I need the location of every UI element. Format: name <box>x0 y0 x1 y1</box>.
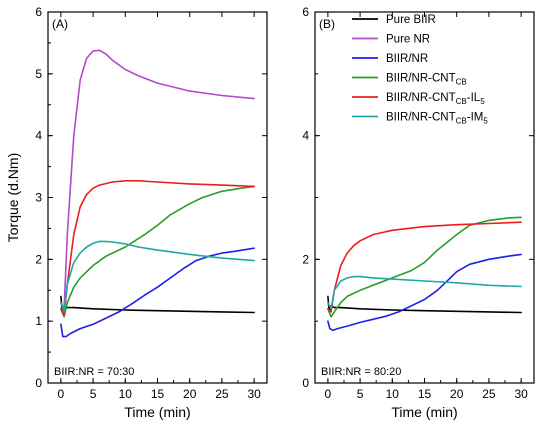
legend-label-sub: CB <box>456 78 467 87</box>
x-tick-label: 25 <box>215 387 229 401</box>
x-tick-label: 10 <box>386 387 400 401</box>
series-line-biir-nr-cnt-cb <box>327 216 522 318</box>
y-tick-label: 6 <box>35 5 42 19</box>
x-tick-label: 30 <box>514 387 528 401</box>
x-tick-label: 20 <box>183 387 197 401</box>
series-line-pure-biir <box>60 295 255 314</box>
y-tick-label: 6 <box>302 5 309 19</box>
ratio-label: BIIR:NR = 70:30 <box>54 366 134 378</box>
legend-label-main: BIIR/NR <box>386 53 428 65</box>
ratio-label: BIIR:NR = 80:20 <box>321 366 401 378</box>
x-tick-label: 30 <box>247 387 261 401</box>
series-line-biir-nr <box>327 253 522 332</box>
y-tick-label: 5 <box>35 67 42 81</box>
series-line-pure-nr <box>60 49 255 310</box>
series-line-biir-nr-cnt-cb <box>60 185 255 318</box>
legend-label-main: Pure NR <box>386 34 430 46</box>
plot-frame-a <box>47 11 268 384</box>
x-tick-label: 5 <box>357 387 364 401</box>
legend-label-sub2: 5 <box>480 97 485 106</box>
panel-label: (A) <box>52 17 68 31</box>
chart-panel-a: 0 1 2 3 4 5 6 0 5 10 15 20 25 30 Time (min) Torque (d.N… <box>5 5 268 420</box>
series-line-biir-nr <box>60 247 255 338</box>
x-tick-label: 25 <box>482 387 496 401</box>
x-tick-label: 5 <box>90 387 97 401</box>
legend-label-sub: CB <box>456 97 467 106</box>
x-axis-title: Time (min) <box>391 404 457 420</box>
series-line-biir-nr-cnt-cb-il-5 <box>327 221 522 313</box>
plot-frame-b <box>314 11 535 384</box>
x-tick-label: 20 <box>450 387 464 401</box>
series-line-biir-nr-cnt-cb-im-5 <box>327 275 522 310</box>
legend-label-main: BIIR/NR-CNT <box>386 92 456 104</box>
legend-label-suffix: -IL <box>467 92 481 104</box>
x-tick-label: 0 <box>325 387 332 401</box>
y-tick-label: 3 <box>35 191 42 205</box>
legend-label: BIIR/NR <box>386 53 428 65</box>
legend-label: Pure NR <box>386 34 430 46</box>
x-tick-label: 10 <box>119 387 133 401</box>
y-tick-label: 4 <box>35 129 42 143</box>
x-tick-label: 0 <box>58 387 65 401</box>
y-axis-title: Torque (d.Nm) <box>5 153 21 242</box>
x-axis-title: Time (min) <box>124 404 190 420</box>
y-tick-label: 2 <box>302 252 309 266</box>
legend-label-suffix: -IM <box>467 112 484 124</box>
legend-label-main: BIIR/NR-CNT <box>386 112 456 124</box>
series-line-biir-nr-cnt-cb-il-5 <box>60 180 255 316</box>
legend-label: BIIR/NR-CNTCB-IM5 <box>386 112 488 126</box>
chart-panel-b: 0 2 4 6 0 5 10 15 20 25 30 Time (min) (B) BIIR:NR = 8… <box>302 5 535 420</box>
y-tick-label: 1 <box>35 314 42 328</box>
legend-label: BIIR/NR-CNTCB <box>386 73 467 87</box>
legend-label-main: Pure BIIR <box>386 14 436 26</box>
panel-label: (B) <box>319 17 335 31</box>
legend-label: Pure BIIR <box>386 14 436 26</box>
y-tick-label: 0 <box>302 376 309 390</box>
y-tick-label: 0 <box>35 376 42 390</box>
x-tick-label: 15 <box>418 387 432 401</box>
legend-label-sub: CB <box>456 117 467 126</box>
legend-label: BIIR/NR-CNTCB-IL5 <box>386 92 485 106</box>
legend-label-sub2: 5 <box>483 117 488 126</box>
legend-label-main: BIIR/NR-CNT <box>386 73 456 85</box>
y-tick-label: 2 <box>35 252 42 266</box>
x-tick-label: 15 <box>151 387 165 401</box>
series-line-biir-nr-cnt-cb-im-5 <box>60 240 255 313</box>
y-tick-label: 4 <box>302 129 309 143</box>
